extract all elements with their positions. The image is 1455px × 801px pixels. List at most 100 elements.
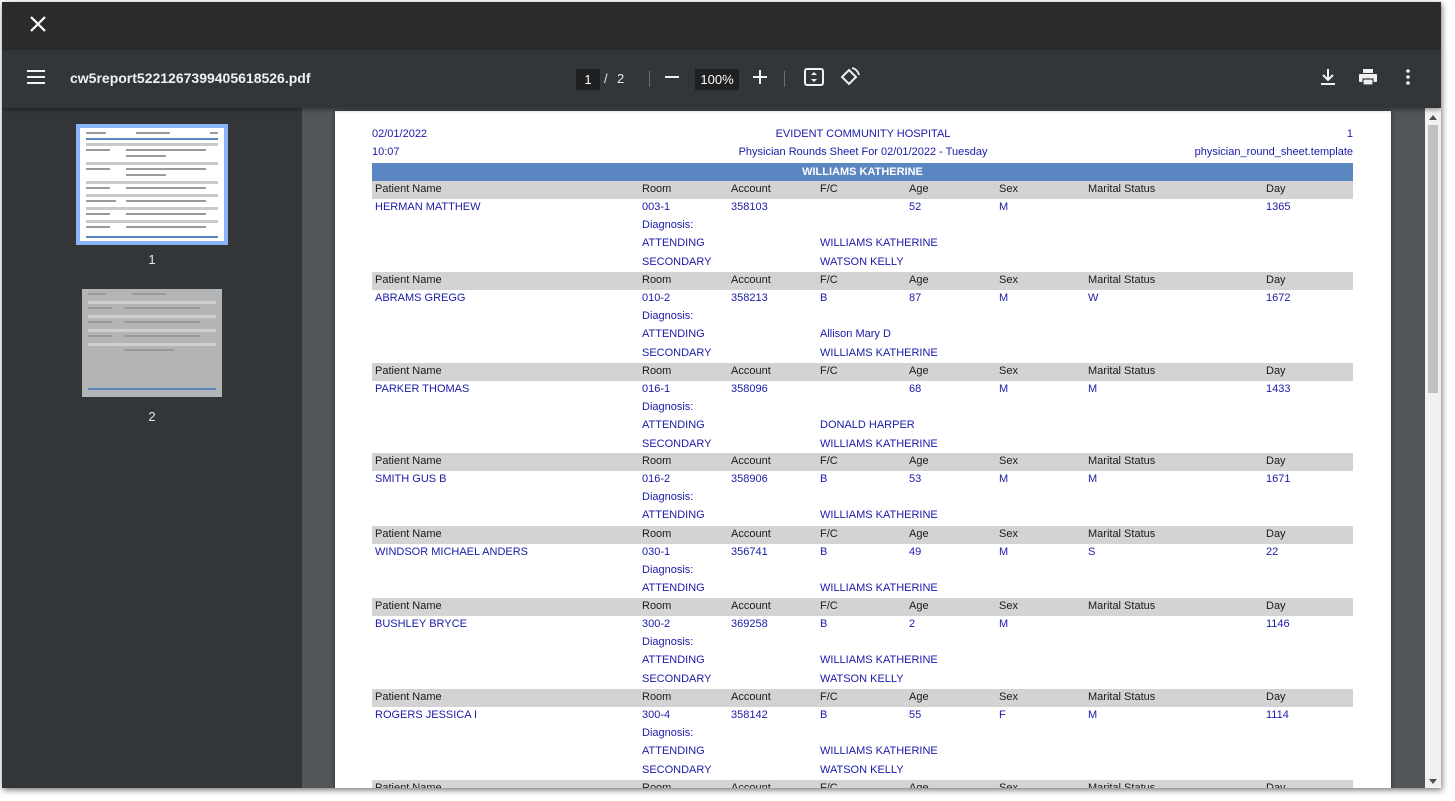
diagnosis-label: Diagnosis:	[642, 636, 694, 648]
secondary-label: SECONDARY	[642, 347, 712, 359]
column-header: Day	[1266, 691, 1286, 703]
column-header: F/C	[820, 782, 838, 788]
column-header: Patient Name	[375, 691, 442, 703]
more-vert-icon	[1405, 68, 1411, 91]
column-header: F/C	[820, 600, 838, 612]
patient-day: 1433	[1266, 383, 1291, 395]
patient-fc: B	[820, 709, 828, 721]
patient-name: ABRAMS GREGG	[375, 292, 466, 304]
secondary-label: SECONDARY	[642, 673, 712, 685]
diagnosis-label: Diagnosis:	[642, 564, 694, 576]
minus-icon	[665, 70, 679, 89]
patient-age: 2	[909, 618, 916, 630]
patient-day: 22	[1266, 546, 1279, 558]
column-header: Marital Status	[1088, 600, 1156, 612]
column-header: Patient Name	[375, 782, 442, 788]
patient-account: 369258	[731, 618, 768, 630]
patient-sex: F	[999, 709, 1006, 721]
download-icon	[1320, 68, 1336, 91]
toolbar-divider	[784, 71, 785, 87]
patient-room: 016-1	[642, 383, 671, 395]
patient-name: HERMAN MATTHEW	[375, 201, 481, 213]
patient-day: 1146	[1266, 618, 1290, 630]
patient-room: 016-2	[642, 473, 671, 485]
column-header: F/C	[820, 365, 838, 377]
attending-physician: WILLIAMS KATHERINE	[820, 582, 938, 594]
scrollbar-thumb[interactable]	[1428, 125, 1438, 393]
zoom-in-button[interactable]	[748, 67, 772, 91]
patient-day: 1114	[1266, 709, 1289, 721]
fit-to-page-button[interactable]	[802, 67, 826, 91]
menu-button[interactable]	[22, 65, 50, 93]
patient-account: 358906	[731, 473, 768, 485]
column-header: Account	[731, 274, 771, 286]
patient-age: 52	[909, 201, 922, 213]
arrow-down-icon	[1429, 771, 1437, 788]
patient-fc: B	[820, 473, 828, 485]
page-number-input[interactable]: 1	[576, 69, 600, 90]
column-header: Room	[642, 183, 672, 195]
close-button[interactable]	[24, 12, 52, 40]
column-header: Account	[731, 600, 771, 612]
column-header: Day	[1266, 782, 1286, 788]
thumbnail-label-1: 1	[148, 252, 156, 267]
report-hospital-name: EVIDENT COMMUNITY HOSPITAL	[775, 128, 951, 140]
column-header: Sex	[999, 691, 1018, 703]
page-separator: /	[604, 71, 608, 86]
patient-account: 358103	[731, 201, 768, 213]
patient-day: 1365	[1266, 201, 1291, 213]
pdf-page: 02/01/2022 10:07 EVIDENT COMMUNITY HOSPITA…	[335, 111, 1391, 788]
secondary-physician: WATSON KELLY	[820, 764, 904, 776]
column-header-row: Patient Name Room Account F/C Age Sex Marital …	[372, 598, 1353, 616]
patient-account: 358142	[731, 709, 768, 721]
column-header: Account	[731, 455, 771, 467]
patient-room: 300-4	[642, 709, 671, 721]
scroll-up-button[interactable]	[1425, 108, 1441, 124]
column-header: Sex	[999, 600, 1018, 612]
attending-physician: DONALD HARPER	[820, 419, 915, 431]
page-total: 2	[617, 71, 625, 86]
diagnosis-label: Diagnosis:	[642, 727, 694, 739]
patient-fc: B	[820, 618, 828, 630]
diagnosis-label: Diagnosis:	[642, 310, 694, 322]
column-header: Age	[909, 600, 929, 612]
secondary-physician: WATSON KELLY	[820, 256, 904, 268]
attending-label: ATTENDING	[642, 328, 705, 340]
patient-room: 003-1	[642, 201, 671, 213]
column-header: F/C	[820, 691, 838, 703]
column-header: Patient Name	[375, 455, 442, 467]
page-thumbnail-1[interactable]	[76, 124, 228, 245]
patient-age: 53	[909, 473, 922, 485]
dialog-top-bar	[2, 2, 1441, 50]
column-header: Room	[642, 691, 672, 703]
zoom-input[interactable]: 100%	[695, 69, 739, 90]
more-options-button[interactable]	[1396, 67, 1420, 91]
patient-age: 55	[909, 709, 922, 721]
rotate-button[interactable]	[838, 66, 862, 91]
column-header: Day	[1266, 365, 1286, 377]
column-header: Day	[1266, 274, 1286, 286]
patient-marital: M	[1088, 709, 1098, 721]
patient-age: 49	[909, 546, 922, 558]
vertical-scrollbar[interactable]	[1425, 108, 1441, 788]
column-header: Sex	[999, 528, 1018, 540]
patient-marital: M	[1088, 383, 1098, 395]
pdf-toolbar: cw5report5221267399405618526.pdf 1 / 2 1…	[2, 50, 1441, 108]
column-header: Day	[1266, 600, 1286, 612]
column-header: Account	[731, 183, 771, 195]
zoom-out-button[interactable]	[660, 67, 684, 91]
column-header-row: Patient Name Room Account F/C Age Sex Marital …	[372, 363, 1353, 381]
column-header: Age	[909, 183, 929, 195]
pdf-viewer-window: cw5report5221267399405618526.pdf 1 / 2 1…	[2, 2, 1441, 788]
toolbar-divider	[649, 71, 650, 87]
column-header: Age	[909, 782, 929, 788]
column-header: Marital Status	[1088, 691, 1156, 703]
page-thumbnail-2[interactable]	[82, 289, 222, 397]
column-header-row: Patient Name Room Account F/C Age Sex Marital …	[372, 526, 1353, 544]
download-button[interactable]	[1316, 67, 1340, 91]
document-viewer[interactable]: 02/01/2022 10:07 EVIDENT COMMUNITY HOSPITA…	[302, 108, 1441, 788]
scroll-down-button[interactable]	[1425, 772, 1441, 788]
plus-icon	[753, 69, 767, 89]
patient-account: 358213	[731, 292, 768, 304]
print-button[interactable]	[1356, 67, 1380, 91]
